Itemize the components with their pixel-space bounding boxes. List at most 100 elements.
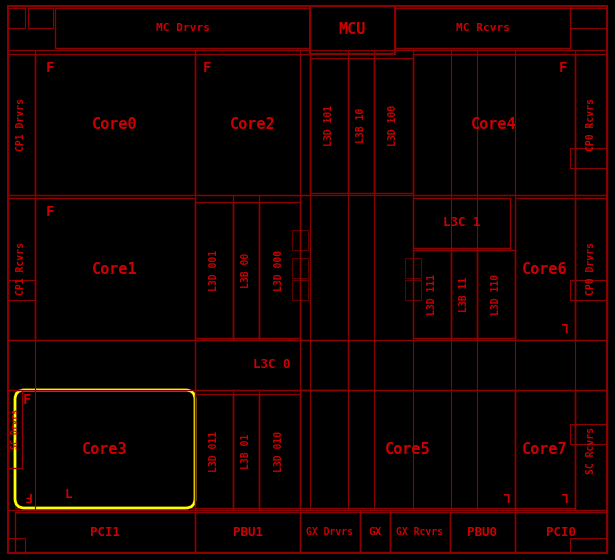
Text: L3B 10: L3B 10: [356, 108, 366, 143]
Bar: [515, 512, 607, 552]
Bar: [310, 58, 348, 193]
Text: Core2: Core2: [229, 117, 276, 132]
Text: PCI0: PCI0: [546, 525, 576, 539]
Bar: [35, 198, 195, 340]
Text: F: F: [23, 393, 31, 407]
Text: L3B 00: L3B 00: [241, 253, 251, 288]
Bar: [233, 394, 259, 508]
Bar: [575, 390, 607, 510]
Text: PCI1: PCI1: [90, 525, 120, 539]
Text: PBU0: PBU0: [467, 525, 498, 539]
Text: Core0: Core0: [92, 117, 138, 132]
Text: L3D 010: L3D 010: [274, 431, 285, 472]
Bar: [55, 8, 310, 48]
Text: L3D 100: L3D 100: [389, 105, 399, 146]
Text: GX: GX: [368, 527, 382, 537]
Bar: [450, 512, 515, 552]
Bar: [300, 512, 360, 552]
Bar: [515, 390, 575, 508]
Text: L: L: [64, 488, 72, 502]
Bar: [195, 512, 300, 552]
Bar: [35, 54, 195, 195]
Bar: [233, 202, 259, 338]
Bar: [413, 54, 575, 195]
Text: F: F: [46, 61, 54, 75]
Bar: [259, 202, 300, 338]
Text: L3B 11: L3B 11: [459, 277, 469, 311]
Bar: [8, 390, 22, 468]
Text: Core7: Core7: [522, 441, 568, 456]
Text: CP0 Drvrs: CP0 Drvrs: [586, 242, 596, 296]
Text: MC Drvrs: MC Drvrs: [156, 23, 210, 33]
Text: L3D 101: L3D 101: [324, 105, 334, 146]
Bar: [405, 280, 421, 300]
Bar: [395, 8, 570, 48]
Bar: [360, 512, 390, 552]
Bar: [259, 394, 300, 508]
Bar: [570, 8, 607, 28]
Bar: [8, 54, 35, 195]
Text: SC Rcvrs: SC Rcvrs: [586, 427, 596, 474]
Text: GX Drvrs: GX Drvrs: [306, 527, 354, 537]
Text: Core5: Core5: [385, 441, 430, 456]
Bar: [570, 280, 607, 300]
Text: Core1: Core1: [92, 262, 138, 277]
Text: Core3: Core3: [82, 441, 128, 456]
Text: Core6: Core6: [522, 262, 568, 277]
Bar: [570, 538, 607, 553]
Bar: [8, 538, 25, 553]
Text: CP1 Rcvrs: CP1 Rcvrs: [17, 242, 26, 296]
Text: F: F: [23, 488, 31, 502]
Bar: [195, 54, 310, 195]
Text: F: F: [559, 61, 567, 75]
Text: L: L: [559, 488, 567, 502]
Bar: [8, 280, 35, 300]
Text: L3C 1: L3C 1: [443, 217, 480, 230]
Text: MC Rcvrs: MC Rcvrs: [456, 23, 509, 33]
Bar: [575, 198, 607, 340]
FancyBboxPatch shape: [15, 390, 195, 508]
Text: Core4: Core4: [471, 117, 517, 132]
Bar: [292, 258, 308, 278]
Bar: [310, 6, 395, 54]
Bar: [8, 198, 35, 340]
Bar: [413, 198, 510, 248]
Bar: [348, 58, 374, 193]
Bar: [390, 512, 450, 552]
Text: L3D 000: L3D 000: [274, 249, 285, 291]
Text: L3D 110: L3D 110: [491, 273, 501, 315]
Bar: [451, 250, 477, 338]
Text: PBU1: PBU1: [232, 525, 263, 539]
Bar: [292, 280, 308, 300]
Bar: [15, 390, 195, 508]
Text: L: L: [501, 488, 509, 502]
Bar: [374, 58, 413, 193]
Bar: [570, 424, 607, 444]
Text: GX Rcvrs: GX Rcvrs: [397, 527, 443, 537]
Text: MCU: MCU: [339, 22, 366, 38]
Text: SC Drvrs: SC Drvrs: [10, 409, 20, 449]
Text: L3D 011: L3D 011: [209, 431, 219, 472]
Bar: [515, 198, 575, 340]
Text: CP0 Rcvrs: CP0 Rcvrs: [586, 98, 596, 151]
Bar: [570, 148, 607, 168]
Bar: [405, 258, 421, 278]
Text: CP1 Drvrs: CP1 Drvrs: [17, 98, 26, 151]
Text: L3B 01: L3B 01: [241, 433, 251, 469]
Bar: [15, 512, 195, 552]
Bar: [195, 340, 348, 390]
Text: L3C 0: L3C 0: [253, 358, 290, 371]
Bar: [28, 8, 53, 28]
Text: L: L: [559, 319, 567, 332]
Bar: [300, 390, 515, 508]
Bar: [292, 230, 308, 250]
Text: L3D 001: L3D 001: [209, 249, 219, 291]
Bar: [477, 250, 515, 338]
Bar: [195, 394, 233, 508]
Text: F: F: [203, 61, 211, 75]
Bar: [575, 54, 607, 195]
Bar: [8, 8, 25, 28]
Text: L3D 111: L3D 111: [427, 273, 437, 315]
Bar: [195, 202, 233, 338]
Bar: [413, 250, 451, 338]
